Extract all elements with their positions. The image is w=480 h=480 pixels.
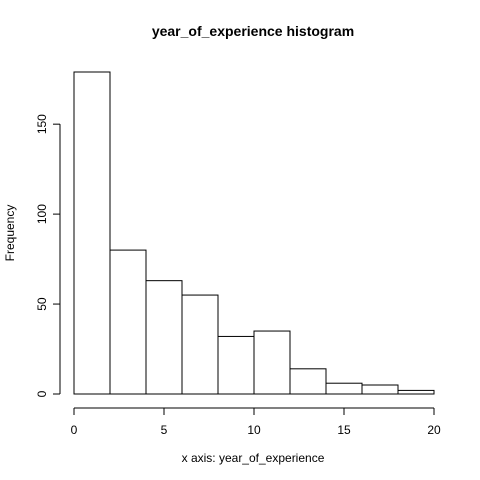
- x-tick-label: 0: [71, 423, 78, 437]
- chart-title: year_of_experience histogram: [152, 23, 354, 39]
- histogram-bar: [109, 249, 147, 395]
- histogram-bar: [217, 335, 255, 395]
- x-tick-label: 5: [161, 423, 168, 437]
- histogram-bar: [325, 382, 363, 395]
- histogram-bar: [181, 294, 219, 395]
- x-axis: 0 5 10 15 20: [71, 407, 441, 437]
- histogram-bar: [397, 389, 435, 395]
- x-axis-label: x axis: year_of_experience: [182, 451, 325, 465]
- x-tick-label: 10: [247, 423, 261, 437]
- histogram-bar: [145, 280, 183, 395]
- y-tick-label: 0: [35, 390, 49, 397]
- bars-group: [73, 71, 435, 395]
- histogram-bar: [253, 330, 291, 395]
- histogram-bar: [73, 71, 111, 395]
- y-axis-label: Frequency: [3, 205, 17, 262]
- y-tick-label: 50: [35, 297, 49, 311]
- y-tick-label: 100: [35, 204, 49, 224]
- y-axis: 0 50 100 150: [35, 114, 61, 397]
- x-tick-label: 20: [427, 423, 441, 437]
- histogram-bar: [361, 384, 399, 395]
- x-tick-label: 15: [337, 423, 351, 437]
- y-tick-label: 150: [35, 114, 49, 134]
- histogram-bar: [289, 368, 327, 395]
